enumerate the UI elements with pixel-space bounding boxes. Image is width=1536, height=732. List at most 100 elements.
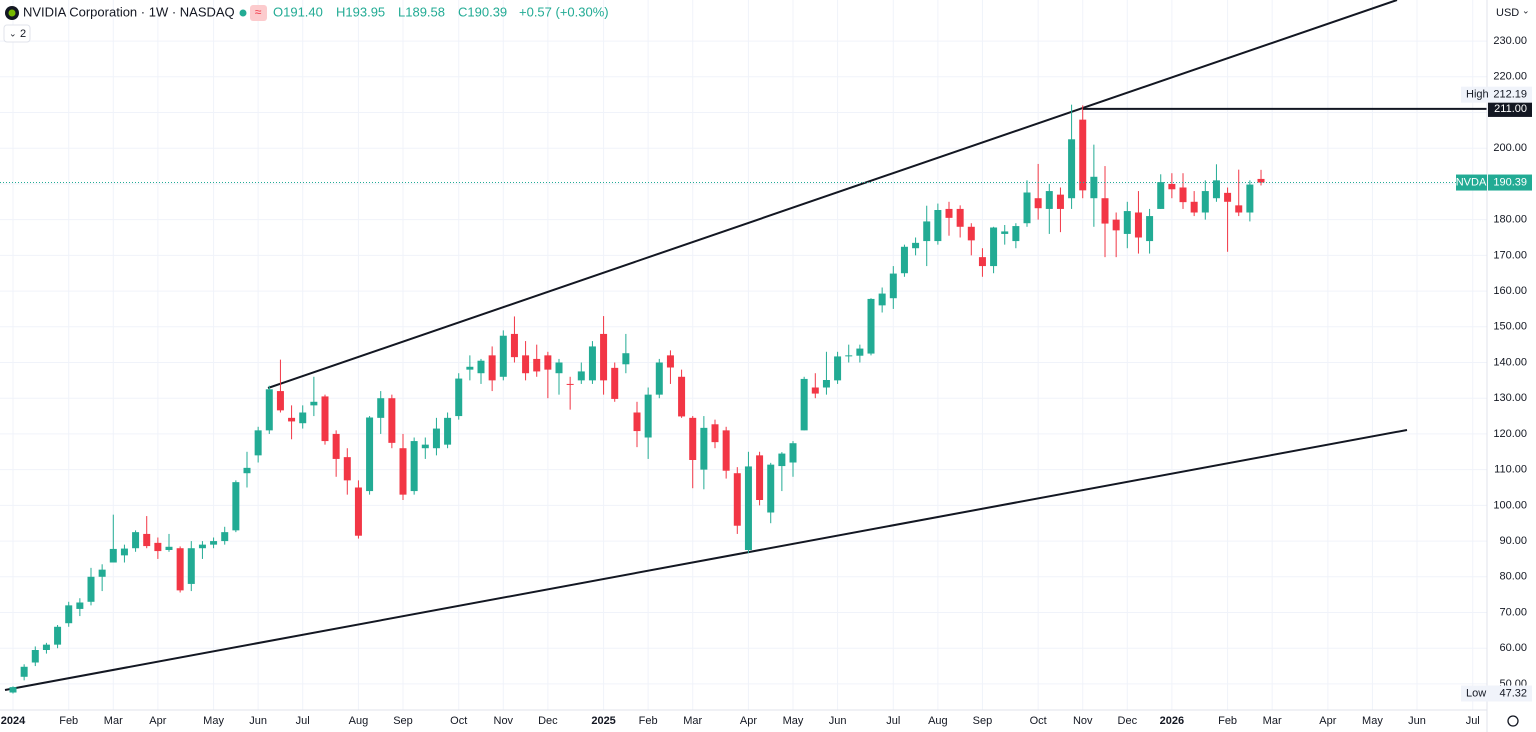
x-tick-label: Feb bbox=[1218, 715, 1237, 727]
candle-body bbox=[1168, 183, 1176, 190]
candle-body bbox=[466, 366, 474, 370]
y-tick-label: 130.00 bbox=[1493, 392, 1527, 404]
price-badge-label: 190.39 bbox=[1493, 176, 1527, 188]
candle-body bbox=[76, 602, 84, 609]
axis-labels: 50.0060.0070.0080.0090.00100.00110.00120… bbox=[1, 35, 1532, 727]
candle-body bbox=[1034, 198, 1042, 209]
candle-body bbox=[1056, 194, 1064, 209]
candle-body bbox=[588, 346, 596, 381]
y-tick-label: 80.00 bbox=[1499, 571, 1527, 583]
price-axis bbox=[1487, 0, 1536, 732]
candle-body bbox=[878, 293, 886, 306]
symbol-badge bbox=[1456, 174, 1487, 191]
candle-body bbox=[900, 246, 908, 274]
candle-body bbox=[666, 355, 674, 368]
y-tick-label: 220.00 bbox=[1493, 71, 1527, 83]
x-tick-label: May bbox=[1362, 715, 1383, 727]
x-tick-label: Jul bbox=[886, 715, 900, 727]
candle-body bbox=[42, 644, 50, 650]
candle-body bbox=[1246, 184, 1254, 213]
currency[interactable]: USD bbox=[1496, 7, 1519, 19]
candle-body bbox=[20, 666, 28, 677]
marker-value: 47.32 bbox=[1499, 687, 1527, 699]
y-tick-label: 70.00 bbox=[1499, 606, 1527, 618]
candle-body bbox=[210, 541, 218, 545]
x-tick-label: Jul bbox=[296, 715, 310, 727]
candle-body bbox=[276, 391, 284, 411]
x-tick-label: Nov bbox=[1073, 715, 1093, 727]
y-tick-label: 230.00 bbox=[1493, 35, 1527, 47]
currency-chevron: ⌄ bbox=[1522, 5, 1530, 15]
candle-body bbox=[455, 378, 463, 417]
candle-body bbox=[1079, 119, 1087, 191]
candle-body bbox=[945, 208, 953, 218]
candle-body bbox=[132, 532, 140, 549]
ohlc-low: L189.58 bbox=[398, 4, 445, 19]
candle-body bbox=[1257, 178, 1265, 183]
candle-body bbox=[856, 348, 864, 356]
candle-body bbox=[1090, 176, 1098, 199]
candle-body bbox=[978, 257, 986, 267]
y-tick-label: 120.00 bbox=[1493, 428, 1527, 440]
horizontal-line-label: 211.00 bbox=[1494, 103, 1527, 115]
candle-body bbox=[566, 383, 574, 385]
candle-body bbox=[499, 335, 507, 377]
ohlc-open: O191.40 bbox=[273, 4, 323, 19]
candle-body bbox=[711, 424, 719, 443]
status-dot bbox=[239, 9, 247, 17]
candle-body bbox=[143, 533, 151, 547]
candle-body bbox=[488, 355, 496, 381]
candle-body bbox=[756, 455, 764, 500]
candle-body bbox=[1001, 231, 1009, 234]
x-tick-label: Feb bbox=[639, 715, 658, 727]
candle-body bbox=[744, 466, 752, 550]
candle-body bbox=[689, 417, 697, 460]
candle-body bbox=[577, 371, 585, 381]
candle-body bbox=[31, 650, 39, 663]
candle-body bbox=[9, 687, 17, 693]
x-tick-label: May bbox=[203, 715, 224, 727]
candle-body bbox=[990, 227, 998, 267]
candle-body bbox=[1179, 187, 1187, 203]
candle-body bbox=[678, 376, 686, 417]
candle-body bbox=[265, 389, 273, 431]
ohlc-change: +0.57 (+0.30%) bbox=[519, 4, 609, 19]
candle-body bbox=[644, 394, 652, 438]
x-tick-label: Sep bbox=[973, 715, 993, 727]
candle-body bbox=[1224, 192, 1232, 202]
indicators-toggle[interactable] bbox=[3, 24, 31, 43]
candle-body bbox=[87, 576, 95, 602]
candle-body bbox=[1201, 191, 1209, 213]
candle-body bbox=[1045, 191, 1053, 209]
y-tick-label: 170.00 bbox=[1493, 249, 1527, 261]
candle-body bbox=[622, 353, 630, 365]
candle-body bbox=[533, 358, 541, 372]
candle-body bbox=[778, 453, 786, 467]
candle-body bbox=[1112, 219, 1120, 231]
candle-body bbox=[254, 430, 262, 456]
candle-body bbox=[444, 417, 452, 445]
symbol-logo bbox=[8, 9, 16, 17]
candle-body bbox=[655, 362, 663, 395]
candle-body bbox=[510, 333, 518, 358]
candle-body bbox=[421, 444, 429, 449]
x-tick-label: Oct bbox=[450, 715, 467, 727]
x-tick-label: Mar bbox=[1263, 715, 1282, 727]
candle-body bbox=[934, 210, 942, 242]
y-tick-label: 150.00 bbox=[1493, 321, 1527, 333]
candle-body bbox=[967, 226, 975, 241]
candle-body bbox=[800, 378, 808, 431]
indicators-count: 2 bbox=[20, 28, 26, 40]
x-tick-label: Mar bbox=[683, 715, 702, 727]
candle-body bbox=[187, 548, 195, 584]
candle-body bbox=[1068, 139, 1076, 199]
settings-icon[interactable] bbox=[1507, 715, 1519, 727]
candle-body bbox=[722, 430, 730, 471]
marker-badge bbox=[1461, 685, 1532, 702]
candle-body bbox=[65, 605, 73, 624]
candle-body bbox=[288, 417, 296, 422]
candle-body bbox=[522, 355, 530, 374]
candle-body bbox=[811, 387, 819, 394]
candle-body bbox=[867, 298, 875, 354]
